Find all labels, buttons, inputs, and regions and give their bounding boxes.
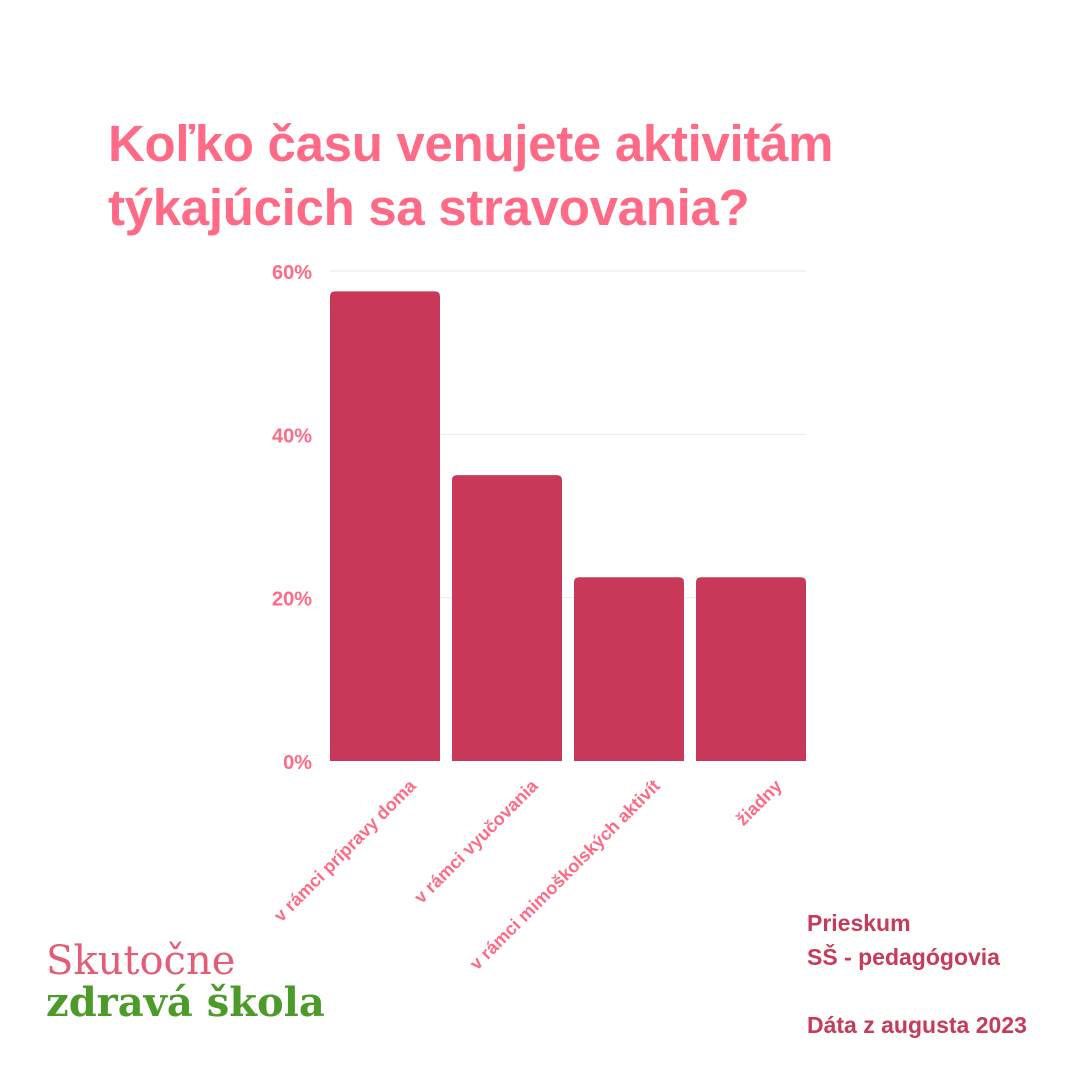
- x-tick-label: v rámci mimoškolských aktivít: [466, 776, 664, 974]
- survey-label: Prieskum: [807, 910, 911, 936]
- logo-line-2: zdravá škola: [46, 979, 325, 1026]
- chart-title-line-2: týkajúcich sa stravovania?: [108, 179, 750, 236]
- y-tick-label: 60%: [272, 262, 312, 284]
- chart-title: Koľko času venujete aktivitám týkajúcich…: [108, 112, 1008, 240]
- bar: [452, 475, 562, 761]
- y-tick-label: 0%: [283, 752, 312, 774]
- survey-info: Prieskum SŠ - pedagógovia Dáta z augusta…: [807, 906, 1077, 1042]
- bar: [696, 577, 806, 761]
- survey-group: SŠ - pedagógovia: [807, 944, 1000, 970]
- x-tick-label: v rámci vyučovania: [410, 775, 542, 907]
- chart-title-line-1: Koľko času venujete aktivitám: [108, 115, 834, 172]
- y-tick-label: 20%: [272, 589, 312, 611]
- x-tick-label: v rámci prípravy doma: [270, 775, 421, 926]
- logo-line-1: Skutočne: [46, 938, 236, 984]
- x-tick-label: žiadny: [732, 776, 786, 830]
- bars: [330, 291, 806, 761]
- logo: Skutočne zdravá škola: [46, 940, 325, 1024]
- bar: [330, 291, 440, 761]
- y-axis-ticks: 0% 20% 40% 60%: [272, 262, 312, 774]
- bar: [574, 577, 684, 761]
- survey-date: Dáta z augusta 2023: [807, 1012, 1027, 1038]
- y-tick-label: 40%: [272, 425, 312, 447]
